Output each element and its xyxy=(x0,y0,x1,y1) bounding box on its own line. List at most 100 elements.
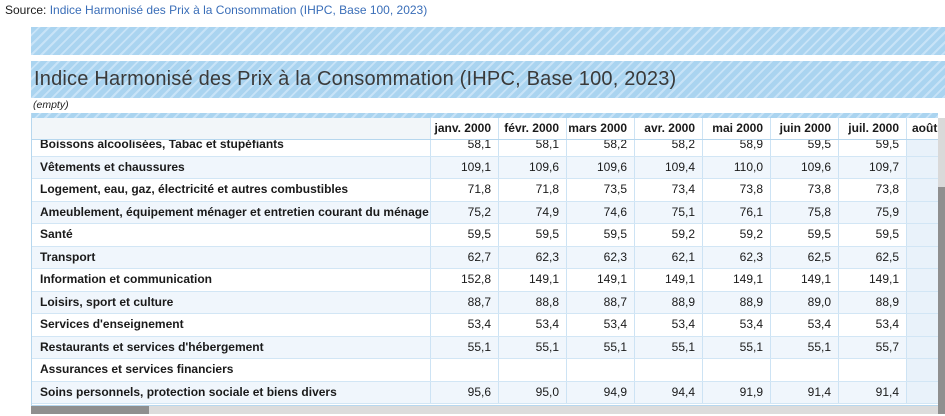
source-link[interactable]: Indice Harmonisé des Prix à la Consommat… xyxy=(49,3,428,17)
value-cell: 59,5 xyxy=(839,224,907,246)
horizontal-scrollbar-thumb[interactable] xyxy=(31,406,149,414)
value-cell: 59,5 xyxy=(771,224,839,246)
value-cell: 91,4 xyxy=(839,381,907,403)
value-cell: 149,1 xyxy=(499,269,567,291)
value-cell: 62,5 xyxy=(771,246,839,268)
value-cell: 71,8 xyxy=(431,179,499,201)
value-cell: 53,4 xyxy=(771,314,839,336)
value-cell: 53,4 xyxy=(567,314,635,336)
value-cell xyxy=(907,201,938,223)
value-cell: 149,1 xyxy=(839,269,907,291)
value-cell: 88,8 xyxy=(499,291,567,313)
source-label: Source: xyxy=(5,3,47,17)
value-cell: 109,6 xyxy=(499,156,567,178)
table-row: Soins personnels, protection sociale et … xyxy=(32,381,938,404)
value-cell: 55,1 xyxy=(771,336,839,358)
value-cell xyxy=(907,224,938,246)
table-top-strip xyxy=(32,113,938,118)
value-cell xyxy=(907,336,938,358)
value-cell xyxy=(907,156,938,178)
value-cell: 55,7 xyxy=(839,336,907,358)
value-cell: 75,1 xyxy=(635,201,703,223)
source-line: Source: Indice Harmonisé des Prix à la C… xyxy=(5,3,427,17)
value-cell: 88,9 xyxy=(635,291,703,313)
table-row: Ameublement, équipement ménager et entre… xyxy=(32,201,938,224)
value-cell xyxy=(771,359,839,381)
value-cell: 73,4 xyxy=(635,179,703,201)
value-cell: 110,0 xyxy=(703,156,771,178)
value-cell: 109,6 xyxy=(567,156,635,178)
value-cell: 88,9 xyxy=(839,291,907,313)
row-label: Services d'enseignement xyxy=(32,314,431,336)
table-row: Santé 59,5 59,5 59,5 59,2 59,2 59,5 59,5 xyxy=(32,224,938,247)
value-cell: 73,8 xyxy=(839,179,907,201)
value-cell: 58,1 xyxy=(499,140,567,156)
value-cell xyxy=(907,140,938,156)
value-cell: 89,0 xyxy=(771,291,839,313)
ihpc-data-table: janv. 2000 févr. 2000 mars 2000 avr. 2000 ma… xyxy=(31,113,938,406)
value-cell: 152,8 xyxy=(431,269,499,291)
column-header: mai 2000 xyxy=(703,118,771,139)
value-cell: 88,7 xyxy=(431,291,499,313)
value-cell: 109,6 xyxy=(771,156,839,178)
row-label: Vêtements et chaussures xyxy=(32,156,431,178)
value-cell: 59,5 xyxy=(431,224,499,246)
row-label: Information et communication xyxy=(32,269,431,291)
value-cell: 53,4 xyxy=(431,314,499,336)
value-cell: 71,8 xyxy=(499,179,567,201)
value-cell: 88,7 xyxy=(567,291,635,313)
value-cell: 95,0 xyxy=(499,381,567,403)
row-label: Logement, eau, gaz, électricité et autre… xyxy=(32,179,431,201)
value-cell: 95,6 xyxy=(431,381,499,403)
table-row: Vêtements et chaussures 109,1 109,6 109,6 10… xyxy=(32,156,938,179)
value-cell: 74,9 xyxy=(499,201,567,223)
value-cell: 109,4 xyxy=(635,156,703,178)
value-cell xyxy=(907,269,938,291)
value-cell xyxy=(499,359,567,381)
value-cell: 53,4 xyxy=(635,314,703,336)
value-cell: 62,5 xyxy=(839,246,907,268)
value-cell: 109,7 xyxy=(839,156,907,178)
value-cell: 94,9 xyxy=(567,381,635,403)
value-cell: 58,2 xyxy=(567,140,635,156)
value-cell: 73,8 xyxy=(771,179,839,201)
column-header: juin 2000 xyxy=(771,118,839,139)
value-cell: 75,2 xyxy=(431,201,499,223)
row-label: Santé xyxy=(32,224,431,246)
table-row: Logement, eau, gaz, électricité et autre… xyxy=(32,179,938,202)
value-cell: 62,1 xyxy=(635,246,703,268)
row-label: Restaurants et services d'hébergement xyxy=(32,336,431,358)
value-cell: 75,9 xyxy=(839,201,907,223)
table-row: Services d'enseignement 53,4 53,4 53,4 53,4 5… xyxy=(32,314,938,337)
header-row: janv. 2000 févr. 2000 mars 2000 avr. 2000 ma… xyxy=(32,118,938,140)
table-row: Loisirs, sport et culture 88,7 88,8 88,7 88,… xyxy=(32,291,938,314)
value-cell xyxy=(907,314,938,336)
vertical-scrollbar-track[interactable] xyxy=(938,118,945,414)
column-header: août xyxy=(912,121,938,135)
value-cell: 59,5 xyxy=(499,224,567,246)
value-cell: 58,1 xyxy=(431,140,499,156)
table-row: Boissons alcoolisées, Tabac et stupéfian… xyxy=(32,140,938,157)
decorative-header-band xyxy=(31,27,945,55)
value-cell: 55,1 xyxy=(431,336,499,358)
value-cell xyxy=(635,359,703,381)
value-cell: 91,9 xyxy=(703,381,771,403)
horizontal-scrollbar-track[interactable] xyxy=(31,406,938,414)
value-cell: 94,4 xyxy=(635,381,703,403)
vertical-scrollbar-thumb[interactable] xyxy=(938,187,945,414)
column-header: févr. 2000 xyxy=(499,118,567,139)
value-cell xyxy=(839,359,907,381)
value-cell: 55,1 xyxy=(703,336,771,358)
value-cell: 75,8 xyxy=(771,201,839,223)
value-cell: 149,1 xyxy=(567,269,635,291)
value-cell: 59,5 xyxy=(567,224,635,246)
table-row: Assurances et services financiers xyxy=(32,359,938,382)
value-cell xyxy=(907,381,938,403)
value-cell: 109,1 xyxy=(431,156,499,178)
row-label: Soins personnels, protection sociale et … xyxy=(32,381,431,403)
value-cell: 55,1 xyxy=(499,336,567,358)
value-cell: 58,9 xyxy=(703,140,771,156)
value-cell: 149,1 xyxy=(703,269,771,291)
value-cell: 73,8 xyxy=(703,179,771,201)
value-cell: 73,5 xyxy=(567,179,635,201)
